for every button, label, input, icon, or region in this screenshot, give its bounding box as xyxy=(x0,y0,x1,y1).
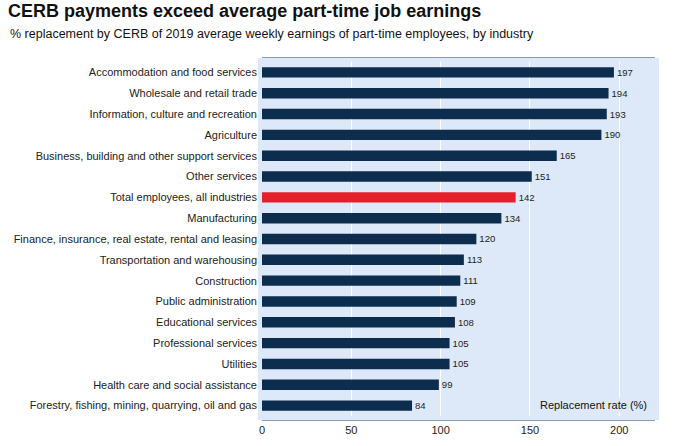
svg-text:Information, culture and recre: Information, culture and recreation xyxy=(89,108,257,120)
svg-text:0: 0 xyxy=(259,424,265,436)
svg-text:Wholesale and retail trade: Wholesale and retail trade xyxy=(129,87,257,99)
svg-text:Public administration: Public administration xyxy=(156,295,258,307)
svg-text:193: 193 xyxy=(610,109,626,120)
svg-text:Finance, insurance, real estat: Finance, insurance, real estate, rental … xyxy=(14,233,257,245)
svg-text:Transportation and warehousing: Transportation and warehousing xyxy=(100,254,257,266)
svg-text:Construction: Construction xyxy=(195,275,257,287)
svg-text:Accommodation and food service: Accommodation and food services xyxy=(89,66,258,78)
svg-text:Manufacturing: Manufacturing xyxy=(187,212,257,224)
svg-text:50: 50 xyxy=(345,424,357,436)
svg-text:151: 151 xyxy=(535,171,551,182)
svg-text:108: 108 xyxy=(458,317,474,328)
svg-text:109: 109 xyxy=(460,296,476,307)
svg-text:CERB payments exceed average p: CERB payments exceed average part-time j… xyxy=(8,1,481,21)
svg-text:105: 105 xyxy=(453,338,469,349)
svg-text:Professional services: Professional services xyxy=(153,337,257,349)
svg-text:Forestry, fishing, mining, qua: Forestry, fishing, mining, quarrying, oi… xyxy=(30,399,258,411)
svg-text:100: 100 xyxy=(431,424,449,436)
svg-text:84: 84 xyxy=(415,400,426,411)
svg-text:200: 200 xyxy=(610,424,628,436)
svg-text:165: 165 xyxy=(560,150,576,161)
svg-text:Agriculture: Agriculture xyxy=(204,129,257,141)
svg-text:% replacement by CERB of 2019: % replacement by CERB of 2019 average we… xyxy=(10,27,534,41)
svg-text:105: 105 xyxy=(453,358,469,369)
svg-text:190: 190 xyxy=(604,129,620,140)
svg-text:Business, building and other s: Business, building and other support ser… xyxy=(36,150,258,162)
svg-text:113: 113 xyxy=(467,254,482,265)
svg-text:194: 194 xyxy=(612,88,629,99)
svg-text:Utilities: Utilities xyxy=(222,358,258,370)
svg-text:142: 142 xyxy=(519,192,535,203)
svg-text:Total employees, all industrie: Total employees, all industries xyxy=(110,191,257,203)
svg-text:Other services: Other services xyxy=(186,170,257,182)
svg-text:99: 99 xyxy=(442,379,453,390)
svg-text:Replacement rate (%): Replacement rate (%) xyxy=(540,399,647,411)
svg-text:Health care and social assista: Health care and social assistance xyxy=(93,379,257,391)
svg-text:Educational services: Educational services xyxy=(156,316,257,328)
svg-text:150: 150 xyxy=(521,424,539,436)
svg-text:197: 197 xyxy=(617,67,633,78)
svg-text:111: 111 xyxy=(463,275,478,286)
svg-text:134: 134 xyxy=(504,213,521,224)
svg-text:120: 120 xyxy=(479,233,495,244)
